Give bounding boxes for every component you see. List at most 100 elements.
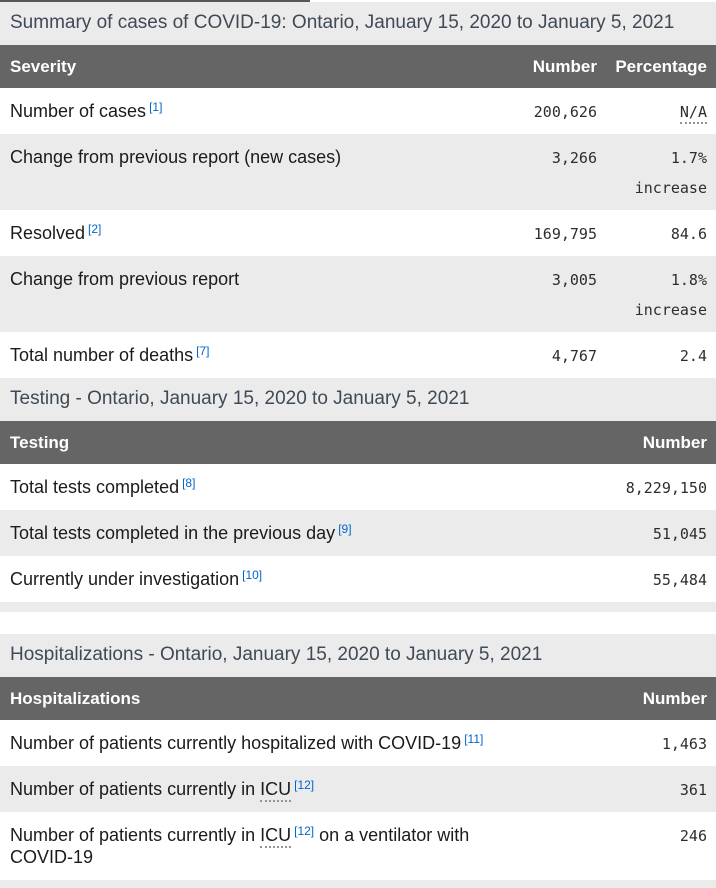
table-row: Change from previous report (new cases) 3… [0,134,716,210]
footnote-link[interactable]: [11] [461,733,483,753]
percentage-line1: 1.8% [670,271,707,289]
row-label-text: Change from previous report (new cases) [10,147,342,167]
table-row: Total number of deaths [7] 4,767 2.4 [0,332,716,378]
footnote-marker: [8] [182,476,196,490]
row-label: Change from previous report (new cases) [10,146,487,168]
table-row: Number of patients currently hospitalize… [0,720,716,766]
testing-table-body: Total tests completed [8] 8,229,150 Total t… [0,464,716,602]
footnote-marker: [7] [196,344,210,358]
abbreviation: N/A [679,103,707,124]
row-number-value: 3,266 [551,149,597,167]
row-label: Number of patients currently hospitalize… [10,732,487,754]
testing-table-section: Testing - Ontario, January 15, 2020 to J… [0,378,716,602]
row-number-value: 51,045 [652,525,707,543]
row-label: Total tests completed in the previous da… [10,522,487,544]
column-header-percentage: Percentage [615,56,707,76]
row-percentage-value: 1.7% increase [597,146,707,198]
row-label: Total tests completed [8] [10,476,487,498]
summary-table-caption: Summary of cases of COVID-19: Ontario, J… [0,2,716,45]
column-header-severity: Severity [10,56,77,76]
row-label-text: Total tests completed in the previous da… [10,523,336,543]
row-label-text: Resolved [10,223,86,243]
row-percentage-value: 1.8% increase [597,268,707,320]
footnote-marker: [9] [338,522,352,536]
row-label: Number of patients currently in ICU [12] … [10,824,487,868]
row-label: Number of patients currently in ICU [12] [10,778,487,802]
row-percentage-value: 2.4 [597,344,707,366]
row-number-value: 169,795 [533,225,597,243]
percentage-line1: 2.4 [679,347,707,365]
percentage-line1: 1.7% [670,149,707,167]
testing-table-header: Testing Number [0,421,716,464]
footnote-marker: [12] [294,824,315,838]
footnote-link[interactable]: [9] [335,523,351,543]
hospitalizations-table-caption: Hospitalizations - Ontario, January 15, … [0,634,716,677]
footnote-link[interactable]: [7] [193,345,209,365]
footnote-link[interactable]: [8] [179,477,195,497]
row-label: Resolved [2] [10,222,487,244]
footnote-link[interactable]: [12] [291,825,314,845]
percentage-line1: 84.6 [670,225,707,243]
row-label-text: Total tests completed [10,477,180,497]
footnote-link[interactable]: [2] [85,223,101,243]
footnote-link[interactable]: [1] [146,101,162,121]
testing-table-bottom-strip [0,602,716,612]
footnote-marker: [2] [88,222,102,236]
table-row: Number of patients currently in ICU [12] … [0,812,716,880]
table-row: Currently under investigation [10] 55,484 [0,556,716,602]
row-label: Number of cases [1] [10,100,487,122]
table-row: Change from previous report 3,005 1.8% incr… [0,256,716,332]
summary-table-body: Number of cases [1] 200,626 N/A Change from … [0,88,716,378]
percentage-line2: increase [634,179,707,197]
row-label-text: Currently under investigation [10,569,240,589]
row-label: Currently under investigation [10] [10,568,487,590]
table-row: Resolved [2] 169,795 84.6 [0,210,716,256]
footnote-marker: [1] [149,100,163,114]
table-row: Number of patients currently in ICU [12] 3… [0,766,716,812]
footnote-link[interactable]: [10] [239,569,262,589]
row-label-text: Change from previous report [10,269,240,289]
percentage-line1: N/A [597,102,707,124]
column-header-number: Number [642,688,707,708]
row-label-text: Total number of deaths [10,345,194,365]
summary-table-header: Severity Number Percentage [0,45,716,88]
row-number-value: 8,229,150 [625,479,707,497]
table-row: Number of cases [1] 200,626 N/A [0,88,716,134]
footnote-marker: [11] [464,732,484,746]
percentage-line2: increase [634,301,707,319]
row-label-text: Number of cases [10,101,147,121]
summary-of-cases-table-section: Summary of cases of COVID-19: Ontario, J… [0,2,716,378]
row-number-value: 3,005 [551,271,597,289]
abbreviation: ICU [260,825,292,848]
row-label-text: Number of patients currently in [10,779,261,799]
row-number-value: 4,767 [551,347,597,365]
footnote-marker: [10] [242,568,263,582]
testing-table-caption: Testing - Ontario, January 15, 2020 to J… [0,378,716,421]
row-label-text: on a ventilator with COVID-19 [10,825,470,867]
hospitalizations-table-body: Number of patients currently hospitalize… [0,720,716,880]
row-number-value: 1,463 [661,735,707,753]
row-number-value: 200,626 [533,103,597,121]
row-label: Change from previous report [10,268,487,290]
row-label-text: Number of patients currently in [10,825,261,845]
hospitalizations-table-section: Hospitalizations - Ontario, January 15, … [0,634,716,880]
row-percentage-value: 84.6 [597,222,707,244]
section-gap [0,612,716,634]
footnote-link[interactable]: [12] [291,779,314,799]
next-section-peek-strip [0,880,716,888]
row-percentage-value: N/A [597,100,707,124]
top-edge-remnant [0,0,310,2]
row-number-value: 361 [679,781,707,799]
column-header-hospitalizations: Hospitalizations [10,688,141,708]
column-header-number: Number [532,56,597,76]
table-row: Total tests completed in the previous da… [0,510,716,556]
row-label: Total number of deaths [7] [10,344,487,366]
row-label-text: Number of patients currently hospitalize… [10,733,462,753]
column-header-number: Number [642,432,707,452]
abbreviation: ICU [260,779,292,802]
row-number-value: 246 [679,827,707,845]
hospitalizations-table-header: Hospitalizations Number [0,677,716,720]
footnote-marker: [12] [294,778,315,792]
column-header-testing: Testing [10,432,70,452]
row-number-value: 55,484 [652,571,707,589]
